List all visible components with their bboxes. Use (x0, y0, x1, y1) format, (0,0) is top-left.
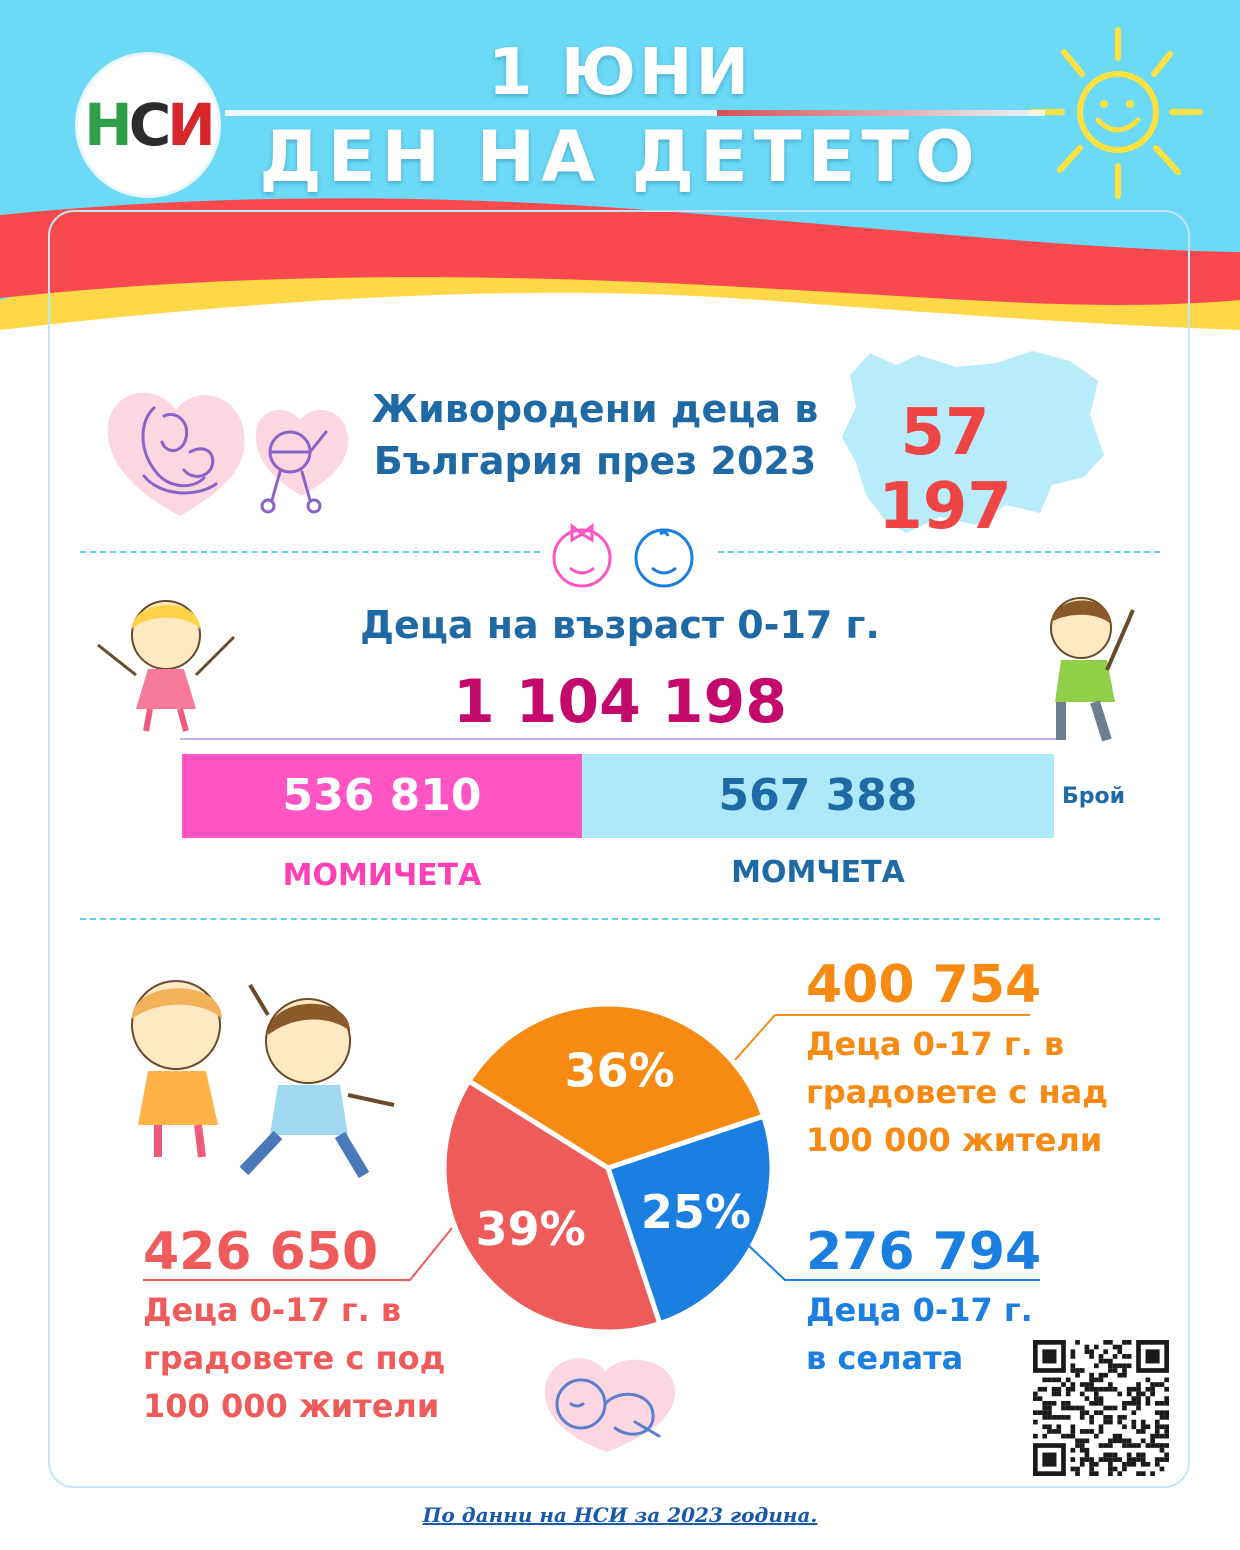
content-card (48, 210, 1190, 1488)
bulgaria-map (842, 351, 1104, 533)
header-background (0, 0, 1240, 330)
boys-bar: 567 388 (582, 754, 1054, 838)
red-description-line: Деца 0-17 г. в (143, 1291, 402, 1329)
boys-label: МОМЧЕТА (731, 855, 905, 890)
logo-letter-s: С (128, 91, 172, 159)
mother-and-stroller-icon (107, 392, 349, 516)
logo-letter-i: И (167, 91, 216, 159)
children-total: 1 104 198 (452, 667, 787, 737)
title-divider (225, 110, 1045, 116)
births-value: 57 197 (878, 396, 1012, 544)
red-description-line: 100 000 жители (143, 1387, 440, 1425)
births-label-line2: България през 2023 (373, 439, 817, 483)
section-divider (80, 918, 1160, 920)
footnote: По данни на НСИ за 2023 година. (422, 1503, 818, 1527)
boy-illustration (1050, 597, 1135, 742)
baby-faces-icon (552, 522, 694, 588)
orange-value: 400 754 (806, 955, 1042, 1015)
births-label-line1: Живородени деца в (371, 387, 819, 431)
orange-description-line: Деца 0-17 г. в (806, 1025, 1065, 1063)
red-description: Деца 0-17 г. в градовете с под 100 000 ж… (143, 1286, 473, 1430)
girls-label: МОМИЧЕТА (282, 858, 482, 893)
unit-label: Брой (1062, 784, 1126, 809)
kids-playing-illustration (131, 980, 395, 1179)
red-value: 426 650 (143, 1222, 379, 1282)
nsi-logo: НСИ (78, 55, 218, 195)
children-title: Деца на възраст 0-17 г. (360, 603, 880, 647)
blue-description: Деца 0-17 г. в селата (806, 1286, 1106, 1382)
blue-value: 276 794 (806, 1222, 1042, 1282)
total-underline (180, 738, 1056, 740)
births-label: Живородени деца в България през 2023 (360, 383, 830, 487)
page-title-date: 1 ЮНИ (487, 36, 753, 110)
girl-illustration (97, 600, 236, 732)
page-title: ДЕН НА ДЕТЕТО (259, 116, 981, 198)
orange-description-line: 100 000 жители (806, 1121, 1103, 1159)
girls-bar: 536 810 (182, 754, 582, 838)
sun-icon (1029, 27, 1203, 199)
section-divider (718, 551, 1160, 553)
orange-description: Деца 0-17 г. в градовете с над 100 000 ж… (806, 1020, 1146, 1164)
blue-description-line: Деца 0-17 г. (806, 1291, 1033, 1329)
red-description-line: градовете с под (143, 1339, 446, 1377)
section-divider (80, 551, 540, 553)
orange-description-line: градовете с над (806, 1073, 1109, 1111)
blue-description-line: в селата (806, 1339, 964, 1377)
sleeping-baby-icon (545, 1358, 675, 1452)
logo-letter-n: Н (84, 91, 133, 159)
qr-code (1033, 1340, 1169, 1476)
